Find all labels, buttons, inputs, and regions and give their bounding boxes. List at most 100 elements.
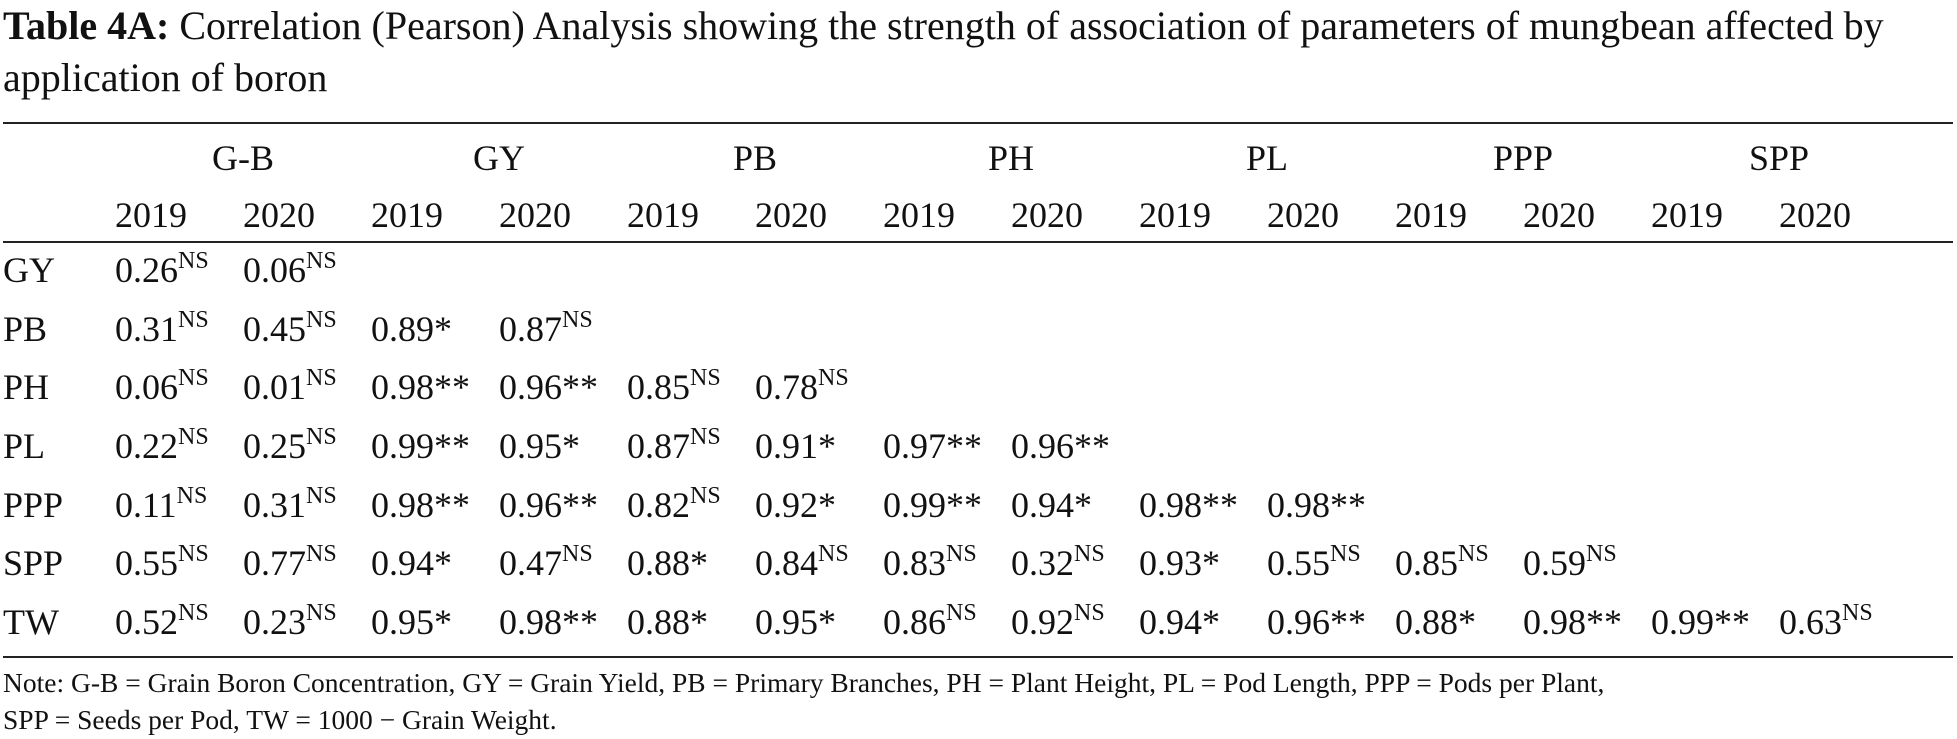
- correlation-cell: 0.06NS: [115, 358, 243, 417]
- year-header: 2020: [499, 194, 571, 235]
- correlation-value: 0.98**: [1523, 601, 1622, 642]
- correlation-cell: [1267, 358, 1395, 417]
- correlation-value: 0.47: [499, 543, 562, 584]
- correlation-value: 0.45: [243, 308, 306, 349]
- year-header: 2019: [115, 194, 187, 235]
- correlation-cell: [1779, 300, 1907, 359]
- correlation-value: 0.32: [1011, 543, 1074, 584]
- correlation-value: 0.85: [627, 367, 690, 408]
- correlation-value: 0.94*: [1011, 484, 1092, 525]
- correlation-cell: 0.06NS: [243, 241, 371, 300]
- table-note: Note: G-B = Grain Boron Concentration, G…: [3, 664, 1953, 738]
- correlation-cell: 0.88*: [627, 534, 755, 593]
- correlation-value: 0.22: [115, 426, 178, 467]
- significance-marker: NS: [690, 424, 721, 451]
- significance-marker: NS: [176, 482, 208, 509]
- group-header: PL: [1245, 138, 1288, 178]
- correlation-value: 0.98**: [499, 601, 598, 642]
- correlation-cell: 0.31NS: [115, 300, 243, 359]
- correlation-value: 0.97**: [883, 426, 982, 467]
- correlation-cell: 0.96**: [1011, 417, 1139, 476]
- correlation-cell: [1651, 475, 1779, 534]
- correlation-cell: 0.52NS: [115, 593, 243, 652]
- correlation-cell: [1011, 358, 1139, 417]
- correlation-value: 0.98**: [371, 367, 470, 408]
- correlation-value: 0.95*: [755, 601, 836, 642]
- correlation-cell: [883, 358, 1011, 417]
- correlation-cell: [883, 241, 1011, 300]
- significance-marker: NS: [178, 365, 209, 392]
- correlation-cell: 0.99**: [1651, 593, 1779, 652]
- correlation-cell: [1523, 358, 1651, 417]
- table-row: PB 0.31NS 0.45NS 0.89* 0.87NS: [3, 300, 1907, 359]
- significance-marker: NS: [178, 424, 209, 451]
- correlation-cell: 0.88*: [627, 593, 755, 652]
- correlation-cell: 0.55NS: [115, 534, 243, 593]
- correlation-cell: 0.47NS: [499, 534, 627, 593]
- correlation-cell: [1395, 241, 1523, 300]
- significance-marker: NS: [306, 306, 337, 333]
- correlation-cell: 0.95*: [755, 593, 883, 652]
- correlation-cell: 0.77NS: [243, 534, 371, 593]
- correlation-value: 0.96**: [1011, 426, 1110, 467]
- correlation-cell: [1267, 300, 1395, 359]
- group-header: PH: [987, 138, 1035, 178]
- group-header: G-B: [212, 138, 274, 178]
- correlation-value: 0.06: [115, 367, 178, 408]
- corner-cell: [3, 128, 115, 188]
- correlation-cell: 0.99**: [371, 417, 499, 476]
- correlation-cell: 0.92NS: [1011, 593, 1139, 652]
- correlation-cell: [755, 241, 883, 300]
- correlation-cell: [1139, 417, 1267, 476]
- significance-marker: NS: [818, 365, 849, 392]
- year-header-row: 2019 2020 2019 2020 2019 2020 2019 2020 …: [3, 188, 1907, 241]
- correlation-value: 0.94*: [1139, 601, 1220, 642]
- significance-marker: NS: [946, 541, 977, 568]
- correlation-value: 0.55: [115, 543, 178, 584]
- correlation-cell: 0.99**: [883, 475, 1011, 534]
- row-label: PH: [3, 367, 50, 408]
- correlation-cell: [1523, 475, 1651, 534]
- table-top-rule: [3, 122, 1953, 124]
- correlation-cell: 0.45NS: [243, 300, 371, 359]
- significance-marker: NS: [178, 248, 209, 275]
- significance-marker: NS: [1842, 599, 1873, 626]
- year-header: 2019: [1395, 194, 1467, 235]
- correlation-value: 0.26: [115, 250, 178, 291]
- correlation-value: 0.95*: [371, 601, 452, 642]
- correlation-cell: 0.86NS: [883, 593, 1011, 652]
- correlation-cell: [1779, 475, 1907, 534]
- correlation-cell: 0.89*: [371, 300, 499, 359]
- correlation-cell: 0.32NS: [1011, 534, 1139, 593]
- row-label: TW: [3, 601, 59, 642]
- correlation-value: 0.96**: [499, 484, 598, 525]
- correlation-cell: [1779, 358, 1907, 417]
- correlation-cell: [1651, 300, 1779, 359]
- correlation-cell: 0.22NS: [115, 417, 243, 476]
- significance-marker: NS: [1330, 541, 1361, 568]
- correlation-value: 0.89*: [371, 308, 452, 349]
- row-label: PB: [3, 308, 48, 349]
- correlation-cell: [1011, 241, 1139, 300]
- correlation-cell: 0.88*: [1395, 593, 1523, 652]
- correlation-cell: [371, 241, 499, 300]
- correlation-cell: [1523, 300, 1651, 359]
- correlation-value: 0.31: [115, 308, 178, 349]
- correlation-cell: 0.96**: [499, 358, 627, 417]
- correlation-cell: 0.98**: [1267, 475, 1395, 534]
- significance-marker: NS: [562, 306, 593, 333]
- significance-marker: NS: [1458, 541, 1489, 568]
- significance-marker: NS: [306, 365, 337, 392]
- correlation-cell: 0.26NS: [115, 241, 243, 300]
- correlation-cell: [1395, 475, 1523, 534]
- correlation-cell: 0.11NS: [115, 475, 243, 534]
- table-row: PL 0.22NS 0.25NS 0.99** 0.95* 0.87NS 0.91* 0.97…: [3, 417, 1907, 476]
- table-row: PPP 0.11NS 0.31NS 0.98** 0.96** 0.82NS 0.92* 0.…: [3, 475, 1907, 534]
- correlation-cell: 0.87NS: [499, 300, 627, 359]
- correlation-cell: 0.98**: [1139, 475, 1267, 534]
- table-caption-label: Table 4A:: [3, 3, 170, 48]
- correlation-value: 0.85: [1395, 543, 1458, 584]
- correlation-cell: 0.98**: [371, 358, 499, 417]
- significance-marker: NS: [1074, 541, 1105, 568]
- correlation-value: 0.94*: [371, 543, 452, 584]
